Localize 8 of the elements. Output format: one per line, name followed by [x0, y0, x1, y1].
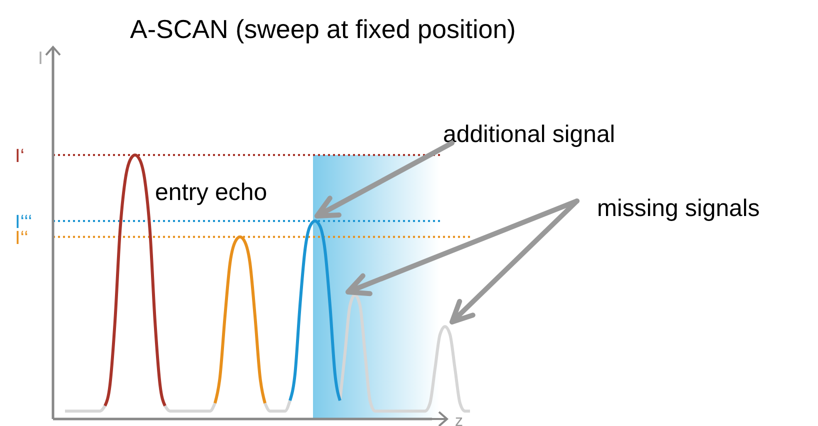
ref-line-label: I‘‘ [15, 228, 28, 249]
text: missing signals [597, 195, 760, 222]
ref-line-label: I‘ [15, 146, 24, 167]
text: additional signal [443, 121, 616, 148]
y-axis-title: I [38, 48, 43, 68]
chart-title: A-SCAN (sweep at fixed position) [130, 14, 516, 44]
x-axis-title: z [455, 413, 463, 426]
annotation: entry echo [155, 179, 268, 206]
